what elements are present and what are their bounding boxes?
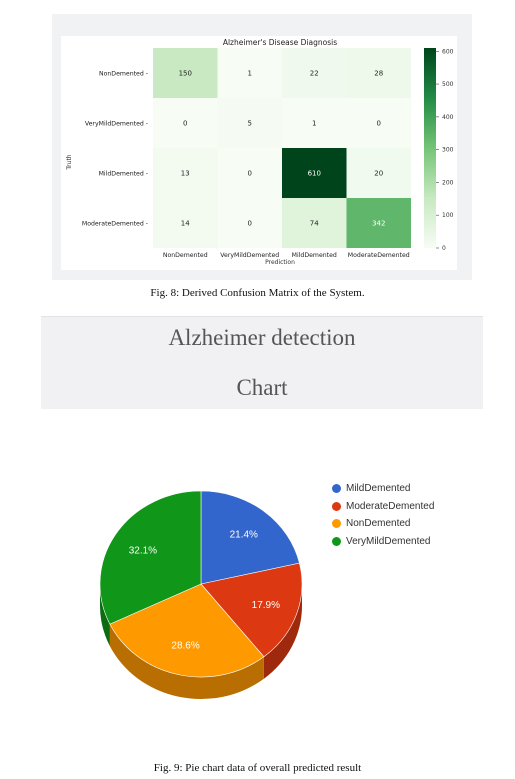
heatmap-cell bbox=[217, 48, 282, 98]
heatmap-cell bbox=[153, 148, 218, 198]
heatmap-cell-value: 74 bbox=[310, 220, 319, 228]
heatmap-cell bbox=[217, 98, 282, 148]
legend-swatch bbox=[332, 501, 341, 511]
heatmap-cell bbox=[282, 98, 347, 148]
legend-label: VeryMildDemented bbox=[346, 535, 431, 547]
heatmap-cell bbox=[153, 98, 218, 148]
colorbar-tick-label: 400 bbox=[442, 114, 454, 121]
heatmap-cell-value: 1 bbox=[248, 70, 252, 78]
app-banner: Alzheimer detection Chart bbox=[41, 316, 483, 409]
heatmap-cell bbox=[217, 148, 282, 198]
heatmap-cell-value: 0 bbox=[248, 170, 252, 178]
pie-chart: 21.4% 17.9% 28.6% 32.1% bbox=[99, 490, 303, 699]
heatmap-cell-value: 22 bbox=[310, 70, 319, 78]
colorbar-tick-label: 0 bbox=[442, 245, 446, 252]
pie-slice-side bbox=[263, 584, 302, 679]
confusion-matrix-chart: Alzheimer's Disease Diagnosis 150 1 22 280 5… bbox=[61, 36, 457, 270]
heatmap-cell-value: 13 bbox=[181, 170, 190, 178]
heatmap-cell bbox=[282, 198, 347, 248]
heatmap-title: Alzheimer's Disease Diagnosis bbox=[223, 38, 337, 47]
heatmap-cell bbox=[346, 98, 411, 148]
pie-slice-label: 32.1% bbox=[129, 545, 157, 556]
pie-slice-label: 28.6% bbox=[171, 641, 199, 652]
heatmap-cell-value: 0 bbox=[248, 220, 252, 228]
x-tick-label: VeryMildDemented bbox=[220, 252, 279, 259]
pie-slice-side bbox=[109, 624, 264, 699]
heatmap-cell-value: 150 bbox=[179, 70, 192, 78]
legend-item: NonDemented bbox=[332, 515, 434, 533]
legend-item: MildDemented bbox=[332, 480, 434, 498]
y-tick-label: MildDemented - bbox=[99, 171, 148, 178]
pie-slice bbox=[99, 490, 202, 625]
heatmap-cell-value: 20 bbox=[374, 170, 383, 178]
heatmap-cell bbox=[153, 48, 218, 98]
y-axis-label: Truth bbox=[66, 154, 73, 170]
pie-slice-label: 21.4% bbox=[230, 530, 258, 541]
colorbar-tick-label: 600 bbox=[442, 48, 454, 55]
y-tick-label: ModerateDemented - bbox=[82, 221, 148, 228]
legend-item: ModerateDemented bbox=[332, 498, 434, 516]
heatmap-cell bbox=[282, 148, 347, 198]
figure-8-caption: Fig. 8: Derived Confusion Matrix of the … bbox=[150, 287, 365, 299]
colorbar-tick-label: 200 bbox=[442, 179, 454, 186]
pie-legend: MildDemented ModerateDemented NonDemented V… bbox=[332, 480, 434, 550]
colorbar bbox=[424, 48, 436, 248]
colorbar-tick-label: 500 bbox=[442, 81, 454, 88]
heatmap-cell-value: 610 bbox=[308, 170, 321, 178]
figure-9-caption: Fig. 9: Pie chart data of overall predic… bbox=[153, 762, 362, 774]
heatmap-cell-value: 0 bbox=[377, 120, 381, 128]
banner-subtitle: Chart bbox=[236, 375, 288, 400]
heatmap-cell bbox=[217, 198, 282, 248]
y-tick-label: VeryMildDemented - bbox=[85, 121, 148, 128]
heatmap-cell-value: 28 bbox=[374, 70, 383, 78]
heatmap-cell-value: 1 bbox=[312, 120, 316, 128]
pie-slice bbox=[200, 562, 303, 658]
legend-label: MildDemented bbox=[346, 483, 411, 495]
x-tick-label: MildDemented bbox=[292, 252, 337, 259]
heatmap-cell-value: 342 bbox=[372, 220, 385, 228]
legend-swatch bbox=[332, 484, 341, 494]
heatmap-cell-value: 5 bbox=[248, 120, 252, 128]
heatmap-cell-value: 0 bbox=[183, 120, 187, 128]
legend-swatch bbox=[332, 519, 341, 529]
x-axis-label: Prediction bbox=[265, 259, 295, 266]
confusion-matrix-figure: Alzheimer's Disease Diagnosis 150 1 22 28 0 5… bbox=[52, 14, 472, 280]
legend-label: ModerateDemented bbox=[346, 500, 435, 512]
heatmap-cell bbox=[282, 48, 347, 98]
banner-title: Alzheimer detection bbox=[168, 325, 356, 350]
pie-slice bbox=[200, 490, 300, 585]
colorbar-tick-label: 300 bbox=[442, 147, 454, 154]
legend-label: NonDemented bbox=[346, 518, 411, 530]
heatmap-cell bbox=[346, 48, 411, 98]
colorbar-tick-label: 100 bbox=[442, 212, 454, 219]
x-tick-label: NonDemented bbox=[163, 252, 208, 259]
heatmap-cell bbox=[346, 198, 411, 248]
y-tick-label: NonDemented - bbox=[99, 71, 148, 78]
legend-swatch bbox=[332, 536, 341, 546]
x-tick-label: ModerateDemented bbox=[348, 252, 410, 259]
heatmap-cell bbox=[346, 148, 411, 198]
pie-slice-side bbox=[100, 584, 110, 647]
heatmap-cell-value: 14 bbox=[181, 220, 190, 228]
heatmap-cell bbox=[153, 198, 218, 248]
pie-slice-label: 17.9% bbox=[252, 600, 280, 611]
legend-item: VeryMildDemented bbox=[332, 533, 434, 551]
